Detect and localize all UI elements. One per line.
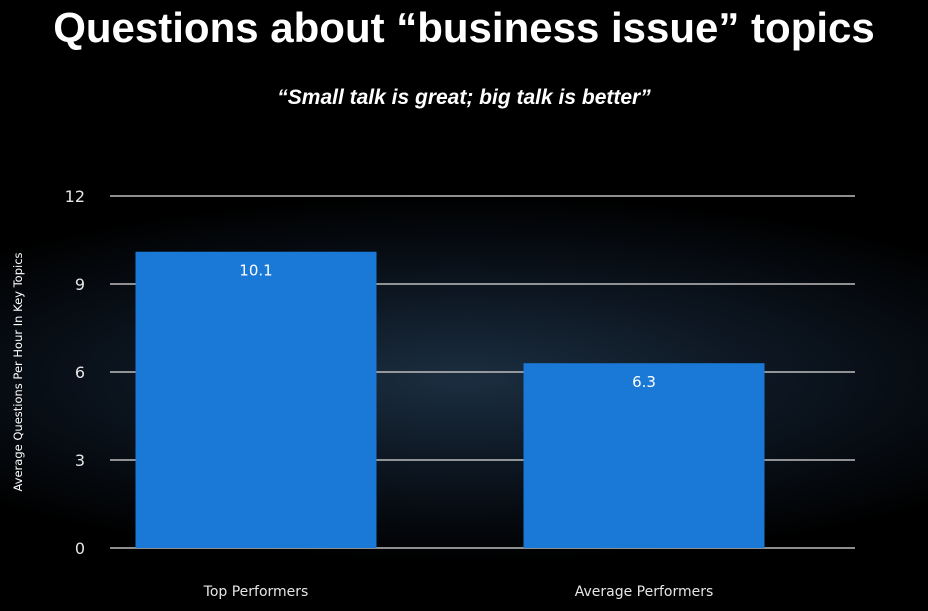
y-tick-label: 0 — [75, 539, 85, 558]
data-label: 6.3 — [632, 373, 656, 391]
y-tick-label: 9 — [75, 275, 85, 294]
y-tick-label: 6 — [75, 363, 85, 382]
x-category-label: Top Performers — [203, 584, 309, 600]
y-tick-label: 12 — [65, 187, 85, 206]
chart-title: Questions about “business issue” topics — [53, 4, 875, 51]
y-axis-label: Average Questions Per Hour In Key Topics — [11, 252, 25, 491]
bar — [523, 363, 765, 548]
y-tick-label: 3 — [75, 451, 85, 470]
data-label: 10.1 — [239, 262, 272, 280]
x-category-label: Average Performers — [575, 584, 714, 600]
bar — [135, 251, 377, 548]
chart-subtitle: “Small talk is great; big talk is better… — [277, 86, 651, 109]
